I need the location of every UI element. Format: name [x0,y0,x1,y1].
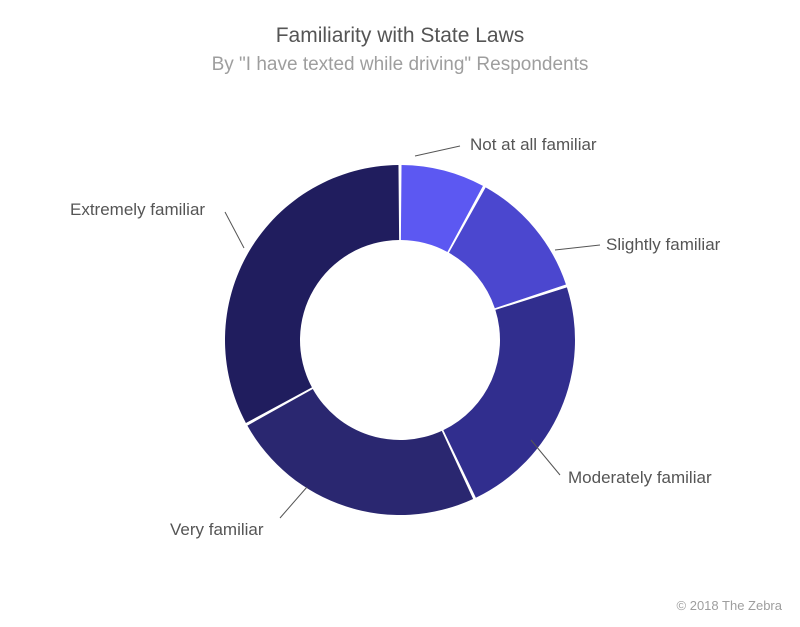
slice-label: Moderately familiar [568,468,712,488]
slice-label: Extremely familiar [70,200,205,220]
leader-line [531,440,560,475]
donut-slice [247,389,473,515]
leader-line [280,487,307,518]
leader-line [225,212,244,248]
donut-svg [0,90,800,590]
donut-chart: Not at all familiar Slightly familiar Mode… [0,90,800,590]
leader-line [555,245,600,250]
slice-label: Not at all familiar [470,135,597,155]
leader-line [415,146,460,156]
donut-slice [443,287,575,497]
chart-subtitle: By "I have texted while driving" Respond… [0,48,800,76]
slice-label: Slightly familiar [606,235,720,255]
chart-footer: © 2018 The Zebra [677,598,782,613]
donut-slice [225,165,399,423]
chart-title: Familiarity with State Laws [0,0,800,48]
slice-label: Very familiar [170,520,264,540]
